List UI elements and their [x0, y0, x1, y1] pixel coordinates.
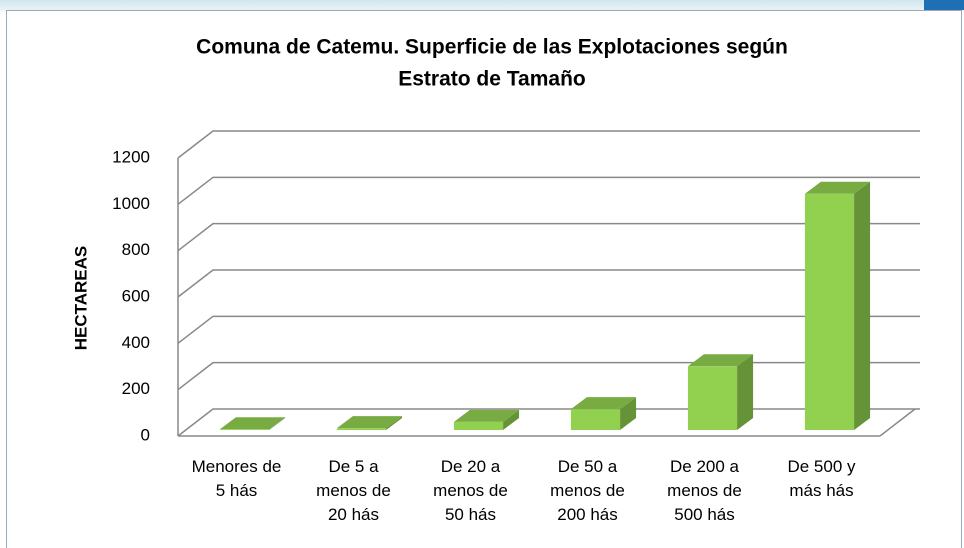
x-tick-label: De 500 y más hás	[787, 457, 856, 500]
x-tick-label: De 20 a menos de 50 hás	[433, 457, 508, 524]
chart-title: Estrato de Tamaño	[398, 68, 585, 91]
y-axis-label: HECTAREAS	[71, 246, 90, 351]
bar-side	[737, 354, 754, 430]
bar	[804, 193, 855, 430]
x-tick-label: Menores de 5 hás	[191, 457, 282, 500]
bar-side	[620, 397, 637, 430]
bar	[453, 421, 504, 430]
bar-side	[269, 417, 286, 430]
bar-side	[854, 181, 871, 430]
floor-edge	[879, 408, 916, 437]
chart-card	[6, 10, 962, 548]
y-tick-label: 800	[122, 240, 150, 259]
grid-line	[177, 315, 920, 344]
bar-top	[804, 181, 871, 194]
grid-line	[177, 176, 920, 205]
x-tick-label: De 50 a menos de 200 hás	[550, 457, 625, 524]
x-tick-label: De 5 a menos de 20 hás	[316, 457, 391, 524]
y-tick-label: 600	[122, 286, 150, 305]
grid-line	[177, 361, 920, 391]
y-tick-label: 1200	[112, 147, 150, 166]
bar	[570, 409, 621, 430]
grid-line	[177, 269, 920, 298]
bar-top	[336, 416, 403, 429]
y-tick-label: 200	[122, 379, 150, 398]
bar	[687, 366, 738, 430]
bar-side	[386, 416, 403, 430]
bar	[336, 428, 387, 430]
bar-top	[453, 409, 520, 422]
bar	[219, 429, 270, 430]
grid-line	[177, 130, 920, 159]
grid-line	[177, 408, 920, 437]
bar-side	[503, 409, 520, 430]
y-tick-label: 400	[122, 333, 150, 352]
bar-top	[570, 397, 637, 410]
corner-accent	[924, 0, 964, 10]
bar-top	[687, 354, 754, 367]
chart-title: Comuna de Catemu. Superficie de las Expl…	[196, 36, 788, 59]
x-tick-label: De 200 a menos de 500 hás	[667, 457, 742, 524]
y-tick-label: 0	[141, 425, 150, 444]
grid-line	[177, 222, 920, 252]
bar-top	[219, 417, 286, 430]
y-tick-label: 1000	[112, 194, 150, 213]
